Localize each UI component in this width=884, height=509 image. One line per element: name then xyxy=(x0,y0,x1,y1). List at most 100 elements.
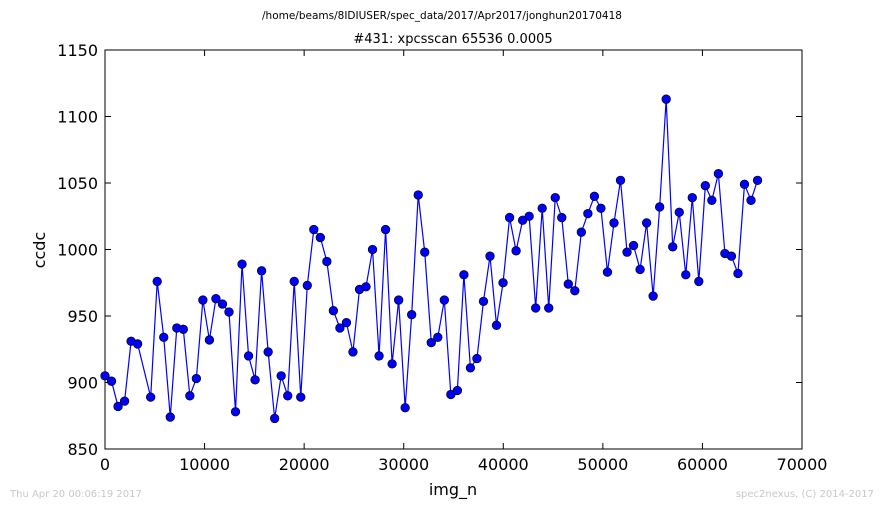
data-point xyxy=(733,268,743,279)
data-point xyxy=(628,240,639,251)
data-point xyxy=(563,279,573,289)
data-point xyxy=(230,407,241,417)
x-tick-label: 0 xyxy=(100,455,110,474)
data-point xyxy=(681,270,691,280)
data-point xyxy=(491,320,502,330)
data-point xyxy=(537,203,547,213)
x-tick-label: 70000 xyxy=(777,455,828,474)
data-point xyxy=(328,306,339,316)
data-point xyxy=(132,339,143,349)
data-point xyxy=(609,218,619,228)
data-point xyxy=(661,94,671,104)
data-point xyxy=(615,175,626,185)
data-point xyxy=(433,332,443,342)
data-point xyxy=(544,303,554,313)
y-tick-label: 950 xyxy=(67,307,98,326)
data-point xyxy=(393,295,404,305)
y-tick-label: 1000 xyxy=(57,241,98,260)
data-point xyxy=(713,169,724,179)
data-point xyxy=(178,324,188,334)
data-point xyxy=(739,179,750,189)
credit-text: spec2nexus, (C) 2014-2017 xyxy=(736,489,874,500)
y-axis-label: ccdc xyxy=(30,232,49,269)
y-tick-label: 850 xyxy=(67,440,98,459)
data-point xyxy=(426,337,436,348)
data-point xyxy=(322,256,332,267)
x-tick-label: 60000 xyxy=(677,455,728,474)
data-point xyxy=(459,270,469,280)
data-point xyxy=(361,282,371,292)
x-tick-label: 50000 xyxy=(577,455,628,474)
data-point xyxy=(589,191,600,201)
data-point xyxy=(648,291,658,301)
data-point xyxy=(100,371,110,381)
data-point xyxy=(185,391,195,401)
data-point xyxy=(635,264,645,275)
data-point xyxy=(726,251,737,261)
x-axis-label: img_n xyxy=(429,480,477,500)
plot-area xyxy=(104,49,803,450)
data-point xyxy=(211,294,221,304)
data-point xyxy=(472,353,482,364)
x-tick-label: 10000 xyxy=(179,455,230,474)
data-point xyxy=(237,259,247,269)
y-tick-label: 900 xyxy=(67,374,98,393)
data-point xyxy=(478,296,489,307)
data-point xyxy=(674,207,684,217)
data-point xyxy=(113,401,123,412)
data-point xyxy=(452,385,463,396)
data-point xyxy=(668,242,678,252)
data-point xyxy=(165,412,175,422)
chart-title: #431: xpcsscan 65536 0.0005 xyxy=(353,32,552,47)
data-point xyxy=(119,396,130,406)
x-tick-label: 20000 xyxy=(279,455,330,474)
x-axis: 0 10000 20000 30000 40000 50000 60000 70000 xyxy=(100,50,828,474)
data-point xyxy=(159,332,169,342)
data-point xyxy=(641,218,652,228)
data-point xyxy=(283,391,293,401)
data-point xyxy=(531,303,541,313)
data-point xyxy=(106,376,117,386)
data-point xyxy=(315,232,325,243)
data-point xyxy=(250,375,260,385)
data-point xyxy=(224,307,234,317)
data-point xyxy=(146,392,156,402)
data-point xyxy=(296,392,306,402)
data-point xyxy=(550,192,560,203)
data-point xyxy=(407,310,417,320)
data-series xyxy=(100,94,763,424)
data-point xyxy=(217,299,228,309)
data-point xyxy=(622,247,632,257)
data-point xyxy=(687,192,697,203)
timestamp-text: Thu Apr 20 00:06:19 2017 xyxy=(9,489,142,500)
data-point xyxy=(256,266,267,276)
data-point xyxy=(263,347,273,357)
data-point xyxy=(524,211,534,221)
data-point xyxy=(707,195,717,205)
data-point xyxy=(348,347,358,357)
data-point xyxy=(576,227,586,237)
data-point xyxy=(335,323,345,333)
data-point xyxy=(198,295,208,305)
data-point xyxy=(380,224,391,235)
data-point xyxy=(374,351,384,361)
data-point xyxy=(485,251,495,261)
y-axis: 850 900 950 1000 1050 1100 1150 xyxy=(57,41,802,459)
data-point xyxy=(302,280,312,291)
data-point xyxy=(439,295,449,305)
data-point xyxy=(270,413,280,424)
y-tick-label: 1050 xyxy=(57,174,98,193)
data-point xyxy=(700,181,710,191)
data-point xyxy=(276,371,286,381)
data-point xyxy=(243,351,254,361)
x-tick-label: 30000 xyxy=(378,455,429,474)
data-point xyxy=(204,335,215,345)
y-tick-label: 1150 xyxy=(57,41,98,60)
data-point xyxy=(746,195,756,205)
data-point xyxy=(511,246,521,256)
y-tick-label: 1100 xyxy=(57,108,98,127)
data-point xyxy=(289,276,299,287)
data-point xyxy=(557,212,567,223)
data-point xyxy=(752,175,763,185)
data-point xyxy=(498,278,508,288)
